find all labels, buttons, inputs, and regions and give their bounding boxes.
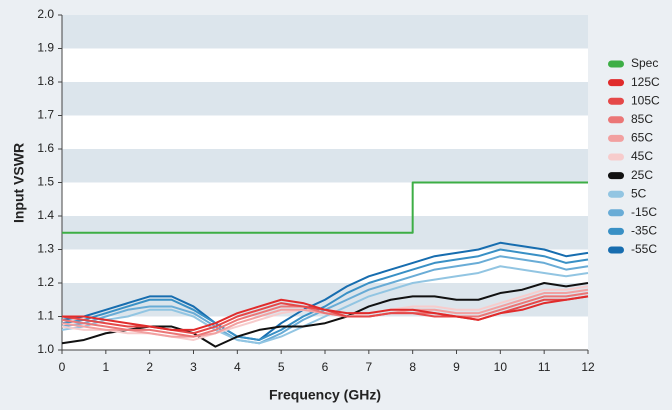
legend-swatch — [608, 97, 624, 105]
legend-label: 5C — [631, 186, 647, 200]
y-tick-label: 1.4 — [37, 208, 54, 222]
legend-label: -55C — [631, 242, 657, 256]
legend-label: -15C — [631, 205, 657, 219]
legend-label: 85C — [631, 112, 653, 126]
x-tick-label: 5 — [278, 360, 285, 374]
band — [62, 15, 588, 49]
legend-swatch — [608, 116, 624, 124]
y-tick-label: 1.0 — [37, 342, 54, 356]
series-line — [62, 295, 589, 331]
x-tick-label: 4 — [234, 360, 241, 374]
legend-swatch — [608, 227, 624, 235]
x-tick-label: 1 — [102, 360, 109, 374]
legend-label: 65C — [631, 131, 653, 145]
legend-swatch — [608, 134, 624, 142]
y-tick-label: 1.6 — [37, 141, 54, 155]
x-tick-label: 8 — [409, 360, 416, 374]
band — [62, 149, 588, 183]
series-line — [61, 265, 589, 345]
y-axis-title: Input VSWR — [11, 143, 27, 223]
series-line — [61, 248, 589, 341]
legend-swatch — [608, 153, 624, 161]
y-tick-label: 1.1 — [37, 309, 54, 323]
legend-label: Spec — [631, 56, 658, 70]
legend-label: -35C — [631, 224, 657, 238]
y-tick-label: 1.3 — [37, 242, 54, 256]
x-tick-label: 11 — [538, 360, 551, 374]
legend-label: 45C — [631, 149, 653, 163]
y-tick-label: 1.9 — [37, 41, 54, 55]
legend-swatch — [608, 79, 624, 87]
x-tick-label: 12 — [581, 360, 595, 374]
series-line — [61, 241, 589, 341]
series-line — [62, 181, 588, 234]
y-tick-label: 1.7 — [37, 108, 54, 122]
y-tick-label: 1.5 — [37, 175, 54, 189]
legend-swatch — [608, 190, 624, 198]
legend-swatch — [608, 209, 624, 217]
x-tick-label: 7 — [365, 360, 372, 374]
legend-label: 105C — [631, 93, 660, 107]
x-tick-label: 10 — [494, 360, 508, 374]
legend-swatch — [608, 246, 624, 254]
x-axis-title: Frequency (GHz) — [269, 387, 381, 403]
y-tick-label: 2.0 — [37, 7, 54, 21]
legend-label: 125C — [631, 75, 660, 89]
legend-swatch — [608, 60, 624, 68]
x-tick-label: 2 — [146, 360, 153, 374]
legend-label: 25C — [631, 168, 653, 182]
band — [62, 82, 588, 116]
legend-swatch — [608, 172, 624, 180]
x-tick-label: 9 — [453, 360, 460, 374]
x-tick-label: 0 — [59, 360, 66, 374]
x-tick-label: 6 — [322, 360, 329, 374]
y-tick-label: 1.2 — [37, 275, 54, 289]
y-tick-label: 1.8 — [37, 74, 54, 88]
x-tick-label: 3 — [190, 360, 197, 374]
series-line — [61, 292, 589, 338]
